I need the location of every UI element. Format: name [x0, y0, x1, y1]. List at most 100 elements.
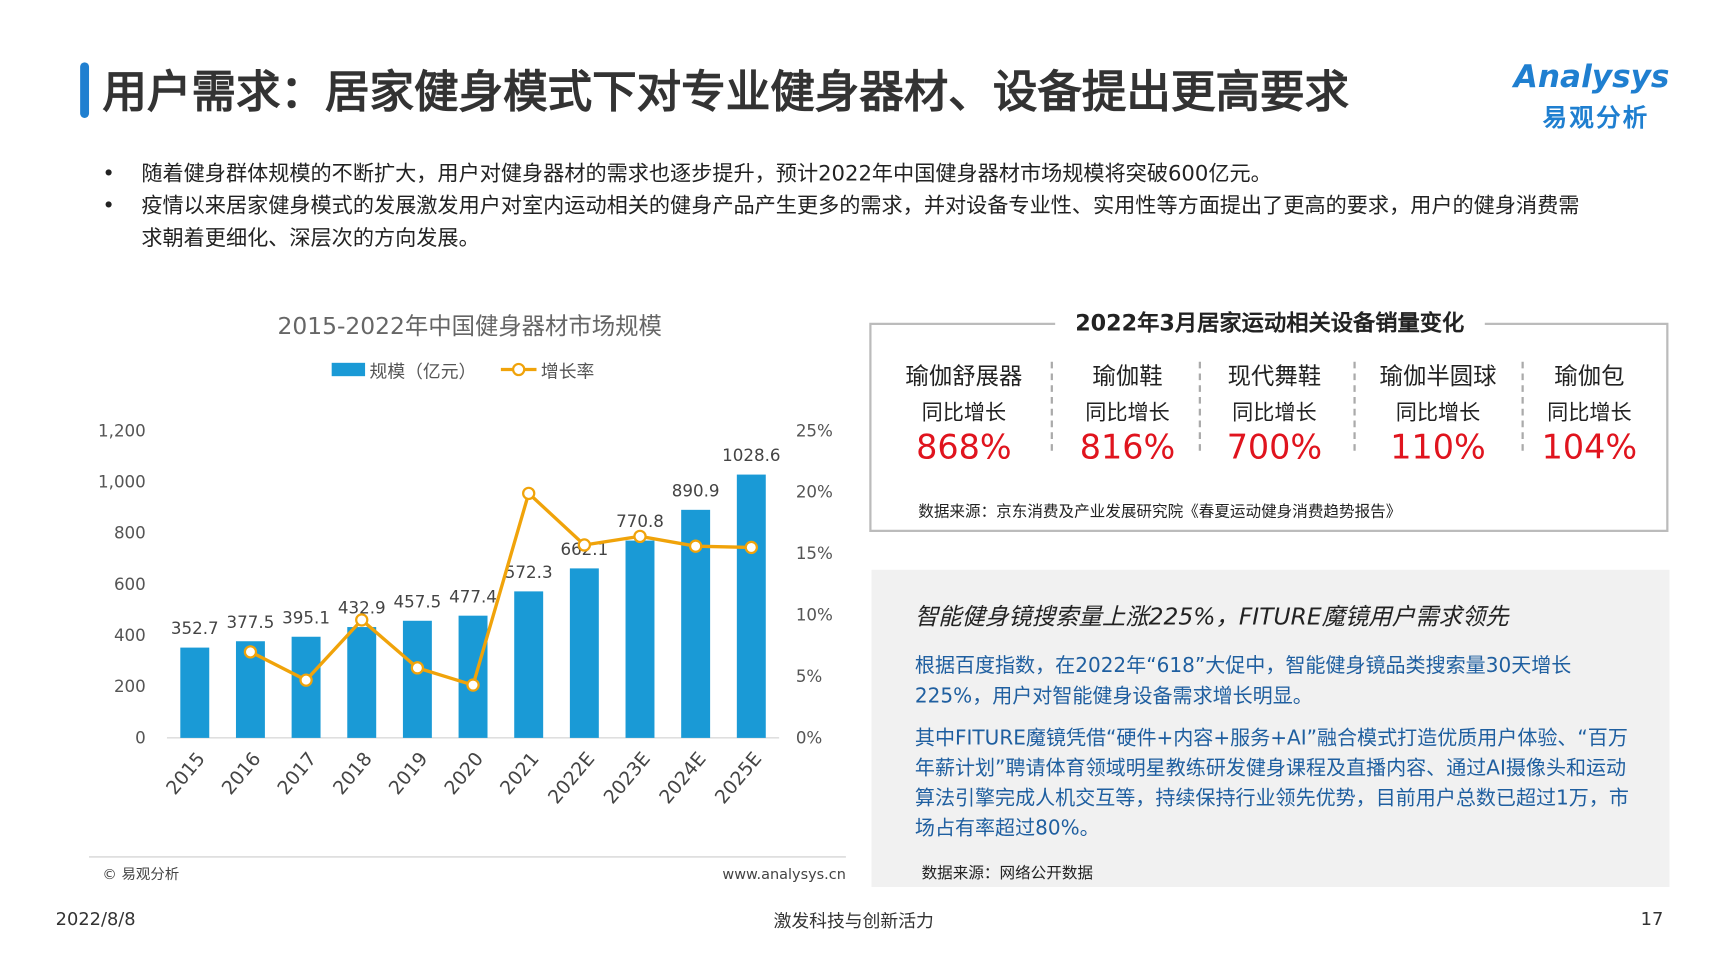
y-tick-label: 1,200 — [98, 421, 146, 440]
footer-date: 2022/8/8 — [55, 908, 136, 930]
item-value: 700% — [1226, 428, 1323, 468]
chart-title: 2015-2022年中国健身器材市场规模 — [278, 312, 662, 340]
bullet: • 随着健身群体规模的不断扩大，用户对健身器材的需求也逐步提升，预计2022年中国… — [102, 158, 1582, 190]
x-tick-label: 2022E — [544, 748, 599, 808]
item-label: 同比增长 — [1085, 400, 1170, 426]
item-value: 816% — [1079, 428, 1176, 468]
line-marker — [522, 486, 536, 501]
value-label: 352.7 — [171, 619, 219, 638]
bar — [291, 636, 321, 738]
x-tick-label: 2015 — [162, 748, 210, 799]
value-label: 477.4 — [449, 587, 497, 606]
bullet-text: 疫情以来居家健身模式的发展激发用户对室内运动相关的健身产品产生更多的需求，并对设… — [141, 193, 1580, 251]
chart: 2015-2022年中国健身器材市场规模 © 易观分析 www.analysys… — [89, 312, 846, 883]
logo-cn: 易观分析 — [1542, 104, 1650, 133]
sales-item: 瑜伽包同比增长 104% — [1506, 358, 1673, 468]
paragraph: 其中FITURE魔镜凭借“硬件+内容+服务+AI”融合模式打造优质用户体验、“百… — [914, 726, 1629, 841]
value-label: 395.1 — [282, 608, 330, 627]
line-marker — [410, 661, 425, 675]
line-marker — [633, 529, 647, 544]
legend-label: 增长率 — [541, 361, 594, 382]
item-name: 现代舞鞋 — [1227, 362, 1322, 390]
bar — [402, 620, 432, 738]
separator — [1050, 361, 1053, 451]
sales-item: 瑜伽舒展器同比增长 868% — [880, 358, 1047, 468]
bar — [736, 474, 766, 738]
legend-label: 规模（亿元） — [370, 361, 477, 382]
bar — [347, 627, 377, 738]
chart-source: © 易观分析 — [102, 866, 179, 883]
legend-swatch — [331, 362, 366, 377]
bar — [514, 591, 544, 738]
bar — [569, 568, 599, 738]
x-tick-label: 2025E — [711, 748, 766, 808]
value-label: 432.9 — [338, 599, 386, 618]
value-label: 457.5 — [393, 592, 441, 611]
x-tick-label: 2020 — [440, 748, 488, 799]
item-value: 868% — [916, 428, 1012, 468]
separator — [1353, 361, 1356, 451]
x-tick-label: 2017 — [273, 748, 321, 799]
text-panel — [871, 569, 1670, 888]
bar — [625, 540, 655, 738]
footer-slogan: 激发科技与创新活力 — [773, 910, 934, 932]
y-tick-label: 0 — [135, 728, 146, 747]
sales-item: 瑜伽鞋同比增长 816% — [1044, 358, 1211, 468]
y2-tick-label: 10% — [796, 606, 833, 625]
item-name: 瑜伽舒展器 — [905, 362, 1023, 390]
y-tick-label: 400 — [114, 626, 146, 645]
item-label: 同比增长 — [1232, 400, 1317, 426]
bar — [458, 615, 488, 738]
line — [249, 490, 752, 688]
item-label: 同比增长 — [1395, 400, 1481, 426]
y-tick-label: 600 — [114, 575, 146, 594]
sales-item: 瑜伽半圆球同比增长 110% — [1355, 358, 1522, 468]
line-marker — [299, 673, 313, 687]
item-name: 瑜伽包 — [1554, 362, 1625, 390]
y2-tick-label: 0% — [796, 728, 822, 747]
item-label: 同比增长 — [921, 400, 1007, 426]
value-label: 770.8 — [616, 512, 664, 531]
separator — [1521, 361, 1524, 451]
line-marker — [466, 678, 480, 692]
value-label: 377.5 — [227, 613, 275, 632]
logo-en: Analysys — [1513, 57, 1670, 95]
y2-tick-label: 15% — [796, 544, 833, 563]
item-value: 104% — [1541, 428, 1638, 468]
bullet-text: 随着健身群体规模的不断扩大，用户对健身器材的需求也逐步提升，预计2022年中国健… — [141, 161, 1272, 186]
sales-source: 数据来源：京东消费及产业发展研究院《春夏运动健身消费趋势报告》 — [918, 503, 1402, 521]
footer-page: 17 — [1640, 908, 1664, 930]
y2-tick-label: 25% — [796, 421, 833, 440]
y-tick-label: 800 — [114, 524, 146, 543]
value-label: 572.3 — [505, 563, 553, 582]
x-tick-label: 2024E — [655, 748, 710, 808]
paragraph: 根据百度指数，在2022年“618”大促中，智能健身镜品类搜索量30天增长225… — [914, 654, 1572, 708]
line-marker — [355, 613, 369, 627]
x-tick-label: 2016 — [218, 748, 266, 799]
y-tick-label: 200 — [114, 677, 146, 696]
x-tick-label: 2019 — [385, 748, 433, 799]
y-tick-label: 1,000 — [98, 472, 146, 491]
y2-tick-label: 20% — [796, 483, 833, 502]
text-panel-source: 数据来源：网络公开数据 — [921, 864, 1094, 883]
line-marker — [577, 538, 592, 552]
bullet: • 疫情以来居家健身模式的发展激发用户对室内运动相关的健身产品产生更多的需求，并对… — [102, 190, 1582, 255]
page-title: 用户需求：居家健身模式下对专业健身器材、设备提出更高要求 — [102, 66, 1350, 118]
value-label: 1028.6 — [722, 446, 780, 465]
line-marker — [243, 645, 258, 659]
x-tick-label: 2021 — [496, 748, 544, 799]
chart-url: www.analysys.cn — [722, 867, 846, 883]
separator — [1198, 361, 1201, 451]
bar — [180, 647, 210, 738]
line-marker — [744, 540, 758, 555]
text-panel-title: 智能健身镜搜索量上涨225%，FITURE魔镜用户需求领先 — [914, 603, 1509, 630]
item-name: 瑜伽半圆球 — [1379, 362, 1497, 390]
sales-item: 现代舞鞋同比增长 700% — [1191, 358, 1358, 468]
x-tick-label: 2018 — [329, 748, 377, 799]
item-name: 瑜伽鞋 — [1092, 362, 1163, 390]
line-marker — [688, 539, 703, 553]
item-label: 同比增长 — [1547, 400, 1632, 426]
item-value: 110% — [1390, 428, 1486, 468]
